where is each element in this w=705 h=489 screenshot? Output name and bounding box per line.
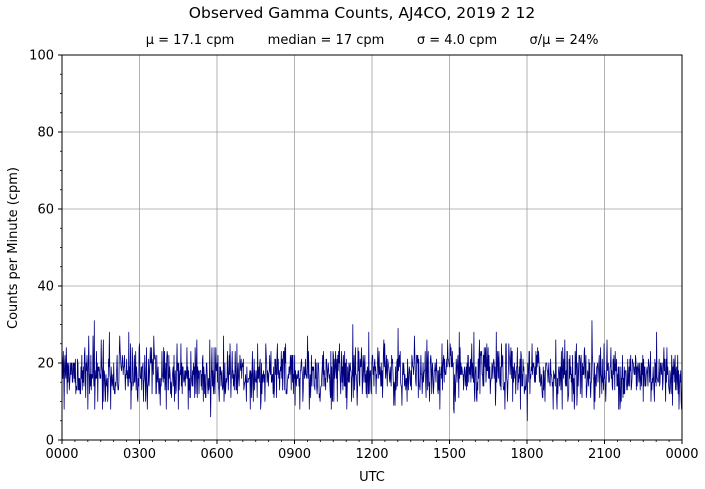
- stat-median: median = 17 cpm: [268, 33, 385, 48]
- x-tick-label: 0600: [200, 447, 233, 462]
- y-tick-label: 0: [46, 434, 54, 449]
- y-tick-label: 40: [37, 280, 54, 295]
- y-tick-label: 20: [37, 357, 54, 372]
- stat-mean: μ = 17.1 cpm: [146, 33, 235, 48]
- chart-title: Observed Gamma Counts, AJ4CO, 2019 2 12: [189, 4, 535, 22]
- x-tick-label: 1500: [433, 447, 466, 462]
- x-tick-label: 0000: [665, 447, 698, 462]
- x-tick-label: 0300: [123, 447, 156, 462]
- y-tick-label: 60: [37, 203, 54, 218]
- x-tick-label: 1800: [510, 447, 543, 462]
- y-axis: 0 20 40 60 80 100: [29, 49, 62, 449]
- y-tick-label: 100: [29, 49, 54, 64]
- x-tick-label: 0000: [45, 447, 78, 462]
- x-tick-label: 0900: [278, 447, 311, 462]
- stat-std: σ = 4.0 cpm: [417, 33, 497, 48]
- series-line-counts: [61, 320, 683, 422]
- x-axis-label: UTC: [359, 470, 385, 485]
- series-layer: [61, 320, 683, 422]
- stat-cv: σ/μ = 24%: [530, 33, 599, 48]
- x-axis: 0000 0300 0600 0900 1200 1500 1800 2100 0000: [45, 440, 699, 462]
- y-tick-label: 80: [37, 126, 54, 141]
- x-tick-label: 1200: [355, 447, 388, 462]
- grid-lines: [61, 54, 683, 441]
- y-axis-label: Counts per Minute (cpm): [6, 167, 21, 329]
- x-tick-label: 2100: [588, 447, 621, 462]
